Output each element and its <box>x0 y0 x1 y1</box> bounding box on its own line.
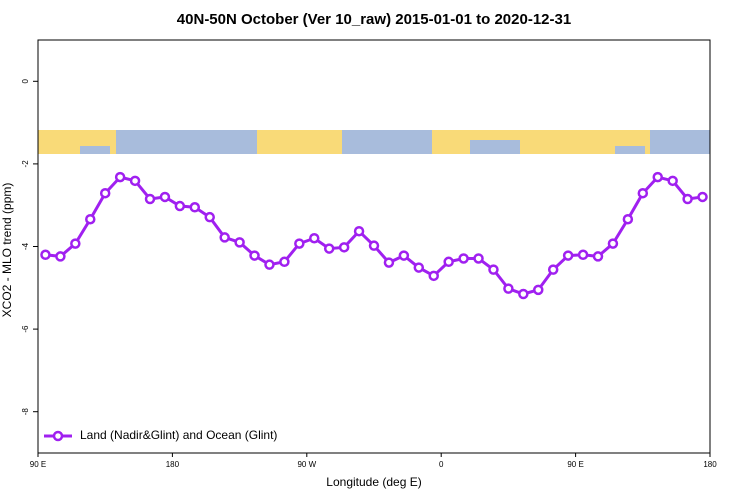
legend-label: Land (Nadir&Glint) and Ocean (Glint) <box>80 428 277 442</box>
point <box>114 171 126 183</box>
point <box>189 202 201 213</box>
point <box>428 270 439 282</box>
point <box>294 238 305 249</box>
point <box>697 191 708 203</box>
point <box>398 250 410 261</box>
series-line <box>45 175 703 296</box>
point <box>264 259 275 270</box>
x-tick-label: 90 E <box>30 460 46 469</box>
point <box>249 250 260 261</box>
land <box>257 130 342 154</box>
y-tick-label: 0 <box>21 79 30 84</box>
point <box>667 175 678 187</box>
land <box>432 130 650 154</box>
y-tick-label: -6 <box>21 325 30 333</box>
point <box>443 256 454 268</box>
ocean <box>80 146 110 154</box>
point <box>368 240 380 251</box>
point <box>473 253 484 264</box>
x-axis-label: Longitude (deg E) <box>326 475 421 489</box>
point <box>682 193 693 205</box>
x-tick-label: 0 <box>439 460 444 469</box>
point <box>547 264 559 275</box>
x-tick-label: 180 <box>703 460 717 469</box>
point <box>562 250 574 261</box>
point <box>413 262 425 273</box>
point <box>622 213 634 225</box>
point <box>85 213 96 225</box>
point <box>353 225 365 237</box>
point <box>55 251 66 262</box>
y-axis-label: XCO2 - MLO trend (ppm) <box>0 183 14 318</box>
point <box>652 171 663 183</box>
ocean <box>470 140 520 154</box>
map-strip <box>38 130 710 154</box>
legend-marker <box>52 430 64 442</box>
point <box>458 253 469 264</box>
point <box>518 288 529 300</box>
chart-title: 40N-50N October (Ver 10_raw) 2015-01-01 … <box>177 11 571 28</box>
point <box>592 251 604 262</box>
point <box>637 187 649 199</box>
point <box>40 249 51 261</box>
point <box>338 242 350 253</box>
point <box>577 249 589 261</box>
point <box>533 284 544 296</box>
y-tick-label: -4 <box>21 242 30 250</box>
y-tick-label: -2 <box>21 160 30 168</box>
x-tick-label: 90 E <box>567 460 583 469</box>
point <box>607 238 619 249</box>
point <box>323 243 335 254</box>
point <box>144 193 156 205</box>
point <box>503 283 514 294</box>
point <box>129 175 141 187</box>
point <box>204 211 215 223</box>
point <box>159 191 171 203</box>
point <box>383 257 395 268</box>
point <box>174 200 186 212</box>
point <box>279 256 290 268</box>
y-tick-label: -8 <box>21 408 30 416</box>
x-tick-label: 90 W <box>297 460 316 469</box>
x-tick-label: 180 <box>166 460 180 469</box>
point <box>488 264 499 275</box>
point <box>70 238 81 249</box>
point <box>99 187 111 199</box>
ocean <box>615 146 645 154</box>
point <box>309 232 320 244</box>
point <box>219 232 230 243</box>
point <box>234 237 245 248</box>
